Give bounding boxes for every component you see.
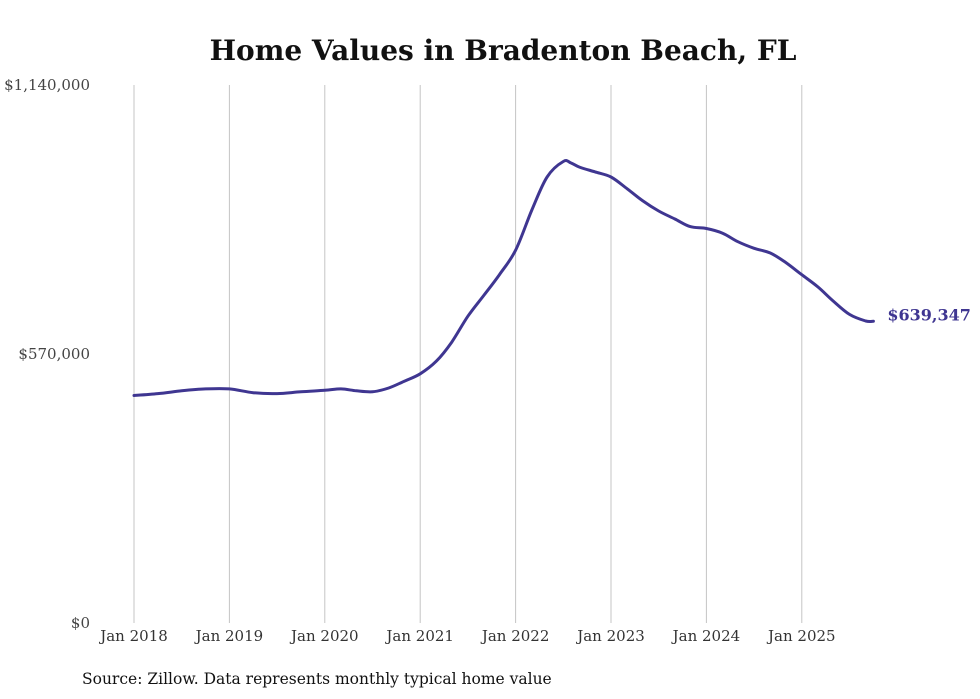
x-tick-label: Jan 2023 bbox=[575, 627, 645, 645]
x-tick-label: Jan 2019 bbox=[194, 627, 264, 645]
source-note: Source: Zillow. Data represents monthly … bbox=[82, 670, 552, 688]
x-tick-label: Jan 2020 bbox=[289, 627, 359, 645]
series-line-0 bbox=[132, 159, 875, 397]
end-value-label: $639,347 bbox=[887, 305, 971, 324]
series-layer: $639,347 bbox=[132, 159, 971, 397]
x-tick-label: Jan 2018 bbox=[98, 627, 168, 645]
y-axis: $0 $570,000 $1,140,000 bbox=[4, 76, 90, 632]
chart-title: Home Values in Bradenton Beach, FL bbox=[210, 34, 797, 67]
x-tick-label: Jan 2022 bbox=[480, 627, 550, 645]
gridlines bbox=[133, 85, 803, 623]
x-tick-label: Jan 2025 bbox=[766, 627, 836, 645]
x-tick-label: Jan 2024 bbox=[671, 627, 741, 645]
y-tick-label: $0 bbox=[71, 614, 90, 632]
x-axis: Jan 2018 Jan 2019 Jan 2020 Jan 2021 Jan 2022… bbox=[98, 627, 835, 645]
x-tick-label: Jan 2021 bbox=[384, 627, 454, 645]
y-tick-label: $570,000 bbox=[18, 345, 90, 363]
y-tick-label: $1,140,000 bbox=[4, 76, 90, 94]
